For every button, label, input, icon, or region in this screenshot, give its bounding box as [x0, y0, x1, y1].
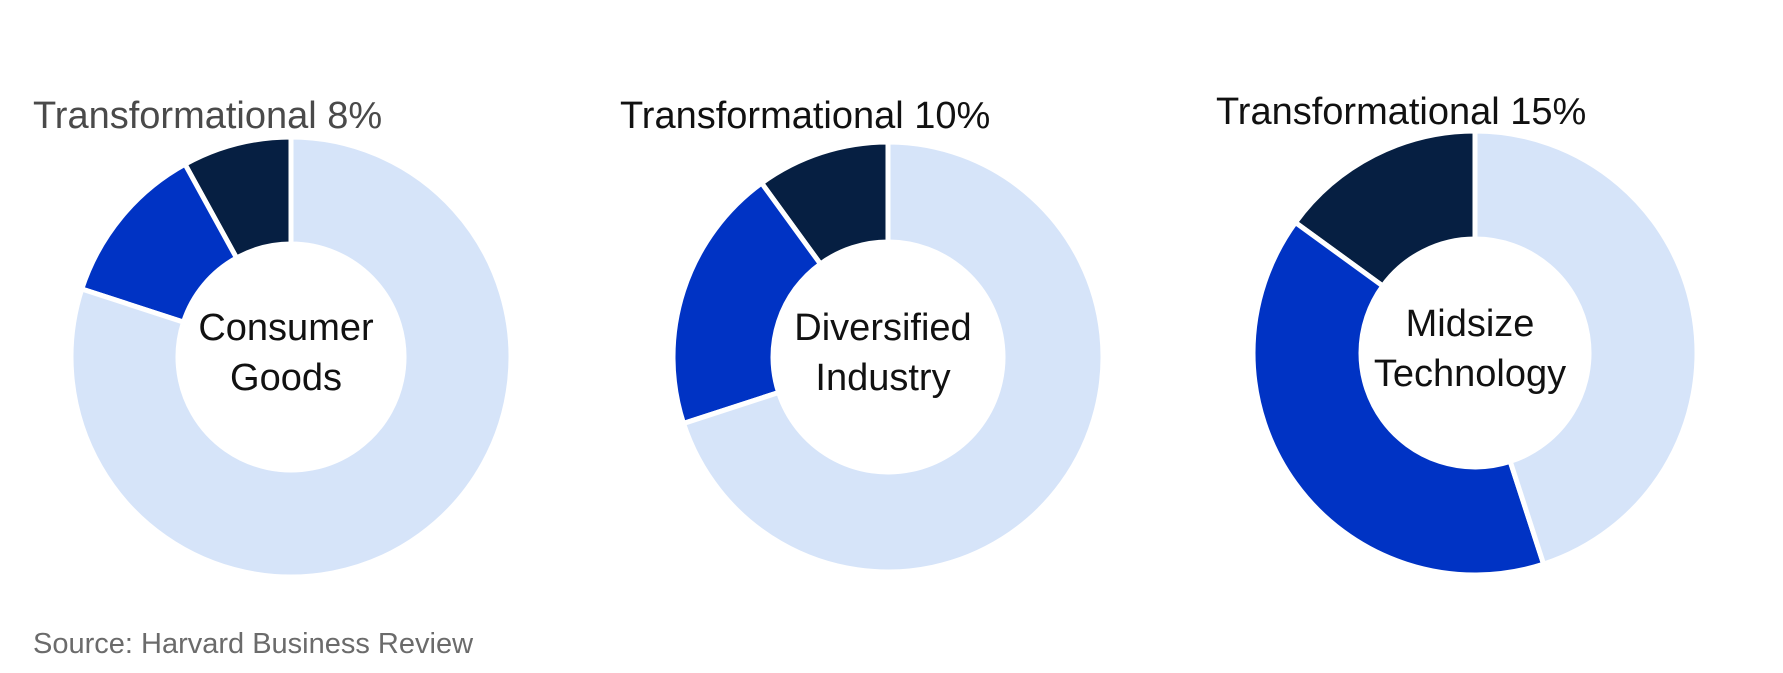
- donut-2-annotation: Transformational 10%: [620, 95, 990, 137]
- donut-chart-2: Transformational 10% Diversified Industry: [620, 95, 1106, 575]
- donut-1-center-label-line-2: Goods: [230, 357, 342, 399]
- donut-layer: Transformational 8%ConsumerGoodsTransfor…: [33, 91, 1700, 580]
- donut-2-slice-3: [680, 139, 1106, 575]
- donut-2-center-label-line-1: Diversified: [794, 307, 971, 349]
- donut-3-slice-2: [1250, 219, 1547, 578]
- donut-chart-1: Transformational 8% Consumer Goods: [33, 95, 514, 580]
- donut-1-slice-2: [78, 160, 240, 326]
- source-note: Source: Harvard Business Review: [33, 628, 474, 660]
- donut-3-slice-3: [1472, 128, 1700, 568]
- donut-1-slice-3: [68, 134, 514, 580]
- donut-3-center-label-line-1: Midsize: [1406, 303, 1535, 345]
- donut-3-annotation: Transformational 15%: [1216, 91, 1586, 133]
- donut-chart-3: Transformational 15% Midsize Technology: [1216, 91, 1700, 578]
- donut-2-center-label-line-2: Industry: [815, 357, 950, 399]
- donut-1-annotation: Transformational 8%: [33, 95, 382, 137]
- donut-1-center-label-line-1: Consumer: [198, 307, 374, 349]
- donut-2-slice-2: [670, 179, 824, 427]
- donut-3-center-label-line-2: Technology: [1374, 353, 1566, 395]
